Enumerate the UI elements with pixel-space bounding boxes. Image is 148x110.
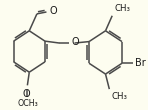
Text: O: O <box>72 37 79 47</box>
Text: O: O <box>23 89 30 99</box>
Text: CH₃: CH₃ <box>114 4 130 13</box>
Text: Br: Br <box>135 58 146 68</box>
Text: O: O <box>49 6 57 16</box>
Text: CH₃: CH₃ <box>111 92 127 101</box>
Text: OCH₃: OCH₃ <box>17 99 38 108</box>
